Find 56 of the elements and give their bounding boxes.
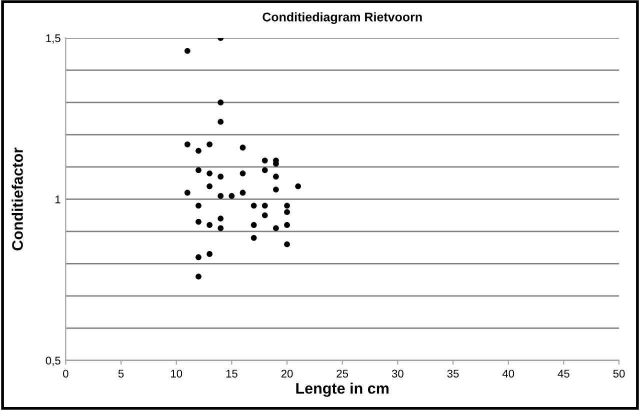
point (262, 212, 268, 218)
y-tick-label: 1 (56, 196, 60, 204)
point (240, 144, 246, 151)
point (196, 218, 202, 225)
x-tick-label: 35 (447, 370, 459, 378)
x-axis-title: Lengte in cm (296, 382, 389, 397)
point (218, 193, 224, 199)
point (284, 202, 290, 209)
point (240, 170, 246, 176)
y-tick-label: 1,5 (46, 34, 60, 44)
x-tick-label: 40 (502, 370, 514, 378)
point (196, 202, 202, 209)
point (228, 193, 235, 199)
x-tick-label: 20 (281, 370, 293, 378)
point (184, 190, 190, 196)
point (240, 190, 246, 196)
point (262, 158, 268, 164)
point (218, 100, 224, 106)
point (273, 225, 279, 232)
point (184, 141, 190, 148)
point (206, 222, 213, 228)
point (273, 174, 279, 180)
point (295, 183, 302, 190)
point (218, 216, 224, 222)
chart-title: Conditiediagram Rietvoorn (262, 12, 422, 24)
y-tick-label: 0,5 (46, 356, 60, 366)
point (218, 118, 224, 125)
point (284, 241, 290, 248)
x-tick-label: 30 (392, 370, 404, 378)
x-tick-label: 0 (63, 370, 68, 378)
point (206, 170, 213, 176)
point (196, 167, 202, 174)
point (250, 234, 257, 241)
point (262, 202, 268, 209)
point (218, 174, 224, 180)
point (218, 225, 224, 232)
point (196, 148, 202, 154)
point (196, 274, 202, 280)
point (284, 222, 290, 228)
point (273, 186, 279, 192)
point (250, 202, 257, 209)
point (196, 254, 202, 260)
point (262, 167, 268, 174)
point (184, 48, 190, 54)
point (206, 183, 213, 190)
point (206, 251, 213, 257)
x-tick-label: 15 (226, 370, 238, 378)
point (250, 222, 257, 228)
point (284, 209, 290, 216)
point (206, 141, 213, 148)
x-tick-label: 45 (558, 370, 570, 378)
x-tick-label: 10 (171, 370, 182, 378)
y-axis-title: Conditiefactor (12, 148, 23, 250)
x-tick-label: 50 (613, 370, 625, 378)
x-tick-label: 5 (118, 370, 124, 378)
x-tick-label: 25 (336, 370, 348, 378)
